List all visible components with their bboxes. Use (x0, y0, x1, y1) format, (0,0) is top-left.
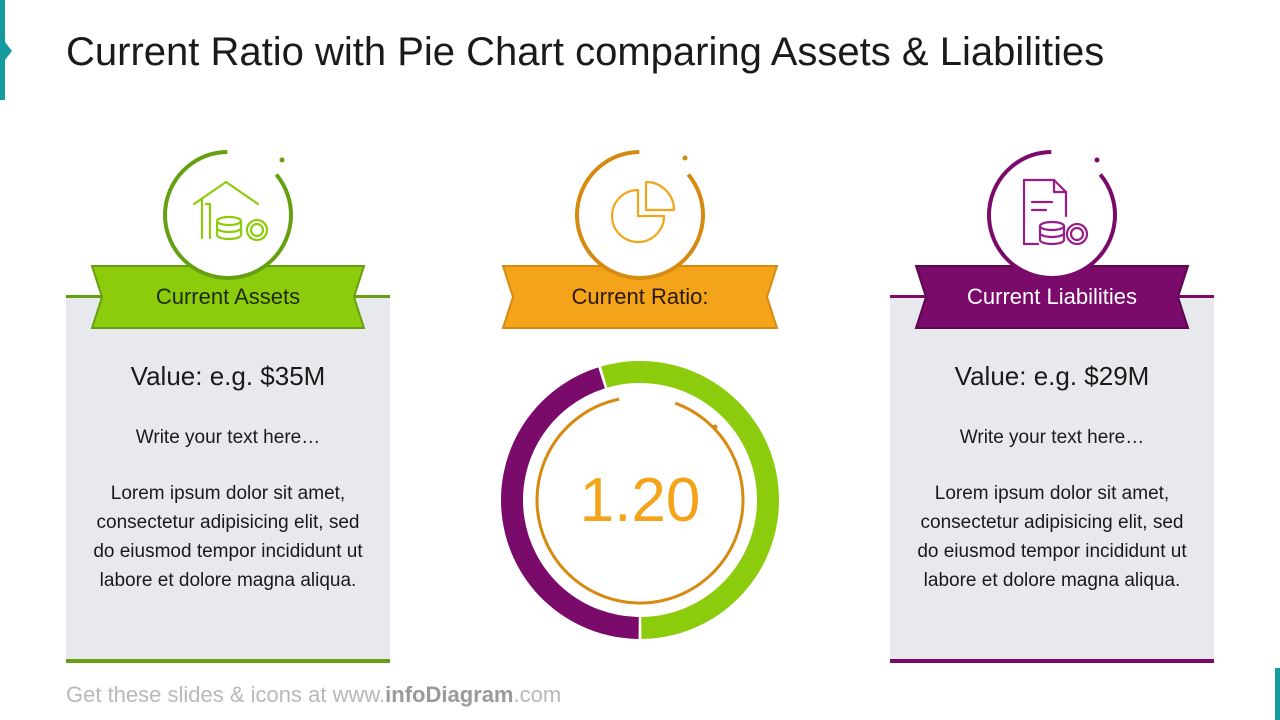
liabilities-icon-badge (987, 150, 1117, 280)
footer-suffix: .com (513, 682, 562, 707)
ratio-icon-badge (575, 150, 705, 280)
assets-card (66, 296, 390, 662)
liabilities-card (890, 296, 1214, 662)
assets-value: Value: e.g. $35M (130, 361, 326, 391)
document-coins-icon (1022, 178, 1089, 246)
assets-description: Lorem ipsum dolor sit amet, consectetur … (93, 483, 363, 591)
footer-prefix: Get these slides & icons at www. (66, 682, 386, 707)
assets-label: Current Assets (155, 284, 301, 309)
donut-slice-liabilities (501, 367, 639, 639)
page-title: Current Ratio with Pie Chart comparing A… (66, 30, 1105, 74)
accent-bar-left (0, 0, 5, 100)
donut-slice-assets (601, 361, 779, 639)
accent-bar-right (1275, 668, 1280, 720)
assets-icon-badge (163, 150, 293, 280)
ratio-donut-chart (501, 361, 779, 639)
liabilities-ribbon: Current Liabilities (914, 265, 1190, 329)
assets-card-bottom-line (66, 659, 390, 663)
pie-chart-icon (610, 180, 676, 244)
footer: Get these slides & icons at www.infoDiag… (66, 682, 561, 708)
accent-notch (5, 42, 12, 60)
liabilities-description: Lorem ipsum dolor sit amet, consectetur … (917, 483, 1187, 591)
liabilities-text: Value: e.g. $29M Write your text here… L… (890, 350, 1214, 595)
liabilities-subtext: Write your text here… (959, 427, 1145, 448)
assets-ribbon: Current Assets (90, 265, 366, 329)
ratio-value: 1.20 (579, 466, 701, 535)
ratio-ribbon: Current Ratio: (501, 265, 779, 329)
house-coins-icon (192, 180, 269, 242)
liabilities-card-bottom-line (890, 659, 1214, 663)
ratio-label: Current Ratio: (571, 284, 709, 309)
liabilities-value: Value: e.g. $29M (954, 361, 1150, 391)
assets-subtext: Write your text here… (135, 427, 321, 448)
footer-brand: infoDiagram (385, 682, 514, 707)
liabilities-label: Current Liabilities (967, 284, 1137, 309)
assets-text: Value: e.g. $35M Write your text here… L… (66, 350, 390, 595)
